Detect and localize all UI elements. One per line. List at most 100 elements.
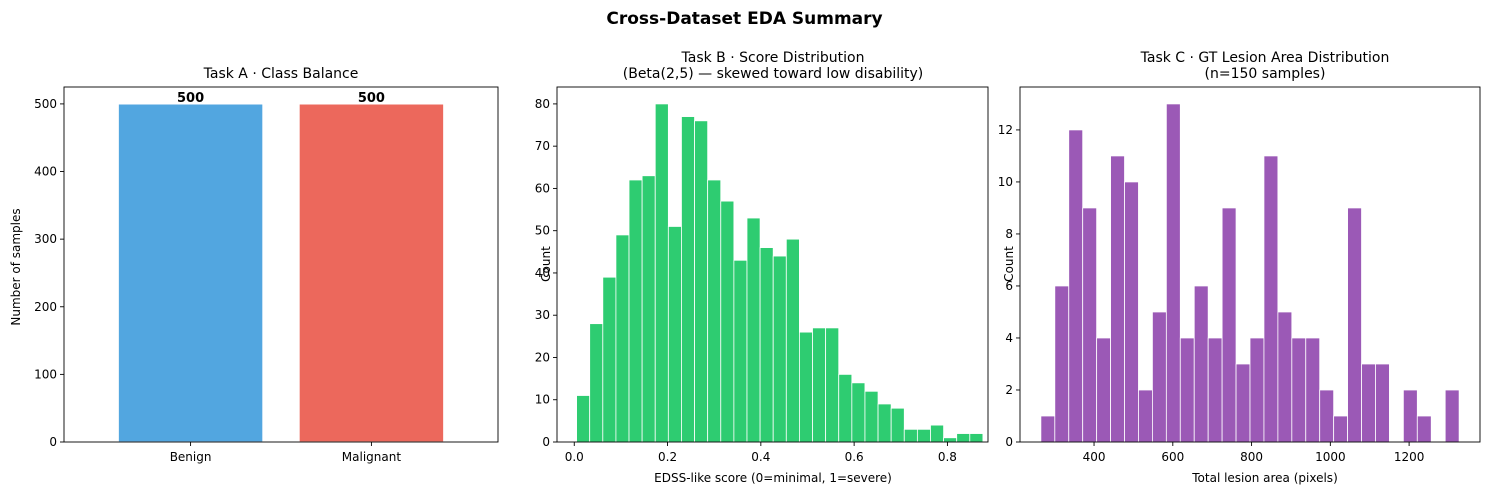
panel-c-title: Task C · GT Lesion Area Distribution xyxy=(1140,50,1390,66)
xtick-label: 600 xyxy=(1161,450,1184,464)
ytick-label: 10 xyxy=(998,175,1013,189)
histogram-bar xyxy=(903,428,918,443)
ytick-label: 2 xyxy=(1005,383,1013,397)
histogram-bar xyxy=(1319,389,1335,443)
histogram-bar xyxy=(825,327,840,443)
ytick-label: 20 xyxy=(535,350,550,364)
ytick-label: 10 xyxy=(535,393,550,407)
bar-value-label: 500 xyxy=(358,91,385,106)
histogram-bar xyxy=(654,103,669,443)
histogram-bar xyxy=(1082,207,1098,443)
histogram-bar xyxy=(576,395,591,443)
xtick-label: 0.2 xyxy=(658,450,677,464)
histogram-bar xyxy=(1054,285,1070,443)
panel-b-ylabel: Count xyxy=(539,246,553,282)
histogram-bar xyxy=(667,226,682,443)
panel-c-ylabel: Count xyxy=(1002,246,1016,282)
histogram-bar xyxy=(681,116,695,443)
histogram-bar xyxy=(1402,389,1418,443)
histogram-bar xyxy=(1291,337,1307,443)
ytick-label: 40 xyxy=(535,266,550,280)
panel-c-xlabel: Total lesion area (pixels) xyxy=(1191,471,1338,485)
panel-b-subtitle: (Beta(2,5) — skewed toward low disabilit… xyxy=(623,66,923,82)
ytick-label: 80 xyxy=(535,97,550,111)
histogram-bar xyxy=(1444,389,1460,443)
ytick-label: 100 xyxy=(34,367,57,381)
histogram-bar xyxy=(1179,337,1195,443)
histogram-bar xyxy=(694,120,709,443)
histogram-bar xyxy=(772,255,787,443)
ytick-label: 6 xyxy=(1005,279,1013,293)
axes-frame-2 xyxy=(1019,86,1481,443)
histogram-bar xyxy=(641,175,656,443)
histogram-bar xyxy=(615,234,630,443)
histogram-bar xyxy=(812,327,827,443)
histogram-bar xyxy=(1207,337,1223,443)
histogram-bar xyxy=(785,238,800,443)
bar-value-label: 500 xyxy=(177,91,204,106)
histogram-bar xyxy=(1347,207,1362,443)
histogram-bar xyxy=(628,179,643,443)
histogram-bar xyxy=(1138,389,1153,443)
histogram-bar xyxy=(930,424,944,443)
ytick-label: 500 xyxy=(34,97,57,111)
histogram-bar xyxy=(602,276,617,443)
histogram-bar xyxy=(1124,181,1139,443)
xtick-label: 0.8 xyxy=(938,450,957,464)
figure-suptitle: Cross-Dataset EDA Summary xyxy=(606,9,882,29)
ytick-label: 50 xyxy=(535,224,550,238)
xtick-label: 800 xyxy=(1240,450,1263,464)
ytick-label: 4 xyxy=(1005,331,1013,345)
histogram-bar xyxy=(1096,337,1111,443)
histogram-bar xyxy=(877,403,892,443)
bar-benign xyxy=(117,103,264,443)
histogram-bar xyxy=(1165,103,1181,443)
histogram-bar xyxy=(799,331,813,443)
axes-frame-1 xyxy=(556,86,989,443)
xtick-label: 400 xyxy=(1083,450,1106,464)
histogram-bar xyxy=(1416,415,1432,443)
xtick-label: Malignant xyxy=(342,450,402,464)
histogram-bar xyxy=(1221,207,1237,443)
ytick-label: 400 xyxy=(34,165,57,179)
xtick-label: 0.4 xyxy=(751,450,770,464)
panel-c-subtitle: (n=150 samples) xyxy=(1205,66,1326,82)
panel-task-c: Task C · GT Lesion Area Distribution (n=… xyxy=(998,50,1481,485)
histogram-bar xyxy=(1305,337,1321,443)
histogram-bar xyxy=(1235,363,1251,443)
histogram-bar xyxy=(890,407,905,443)
ytick-label: 30 xyxy=(535,308,550,322)
axes-frame-0 xyxy=(63,86,499,443)
ytick-label: 300 xyxy=(34,232,57,246)
histogram-bar xyxy=(838,373,853,443)
xtick-label: 1000 xyxy=(1315,450,1346,464)
histogram-bar xyxy=(1361,363,1376,443)
xtick-label: 0.6 xyxy=(845,450,864,464)
histogram-bar xyxy=(1333,415,1348,443)
panel-a-ylabel: Number of samples xyxy=(9,208,23,325)
bar-malignant xyxy=(298,103,445,443)
panel-task-b: Task B · Score Distribution (Beta(2,5) —… xyxy=(535,50,989,485)
ytick-label: 0 xyxy=(542,435,550,449)
panel-a-title: Task A · Class Balance xyxy=(203,66,359,82)
xtick-label: Benign xyxy=(170,450,212,464)
ytick-label: 12 xyxy=(998,123,1013,137)
histogram-bar xyxy=(589,323,604,443)
histogram-bar xyxy=(916,428,931,443)
histogram-bar xyxy=(733,259,748,443)
histogram-bar xyxy=(1263,155,1279,443)
histogram-bar xyxy=(707,179,722,443)
ytick-label: 8 xyxy=(1005,227,1013,241)
histogram-bar xyxy=(851,382,866,443)
histogram-bar xyxy=(1375,363,1390,443)
histogram-bar xyxy=(1040,415,1056,443)
histogram-bar xyxy=(1249,337,1265,443)
xtick-label: 0.0 xyxy=(565,450,584,464)
histogram-bar xyxy=(720,200,735,443)
histogram-bar xyxy=(864,390,879,443)
ytick-label: 70 xyxy=(535,139,550,153)
histogram-bar xyxy=(1193,285,1209,443)
panel-b-xlabel: EDSS-like score (0=minimal, 1=severe) xyxy=(654,471,892,485)
ytick-label: 0 xyxy=(49,435,57,449)
